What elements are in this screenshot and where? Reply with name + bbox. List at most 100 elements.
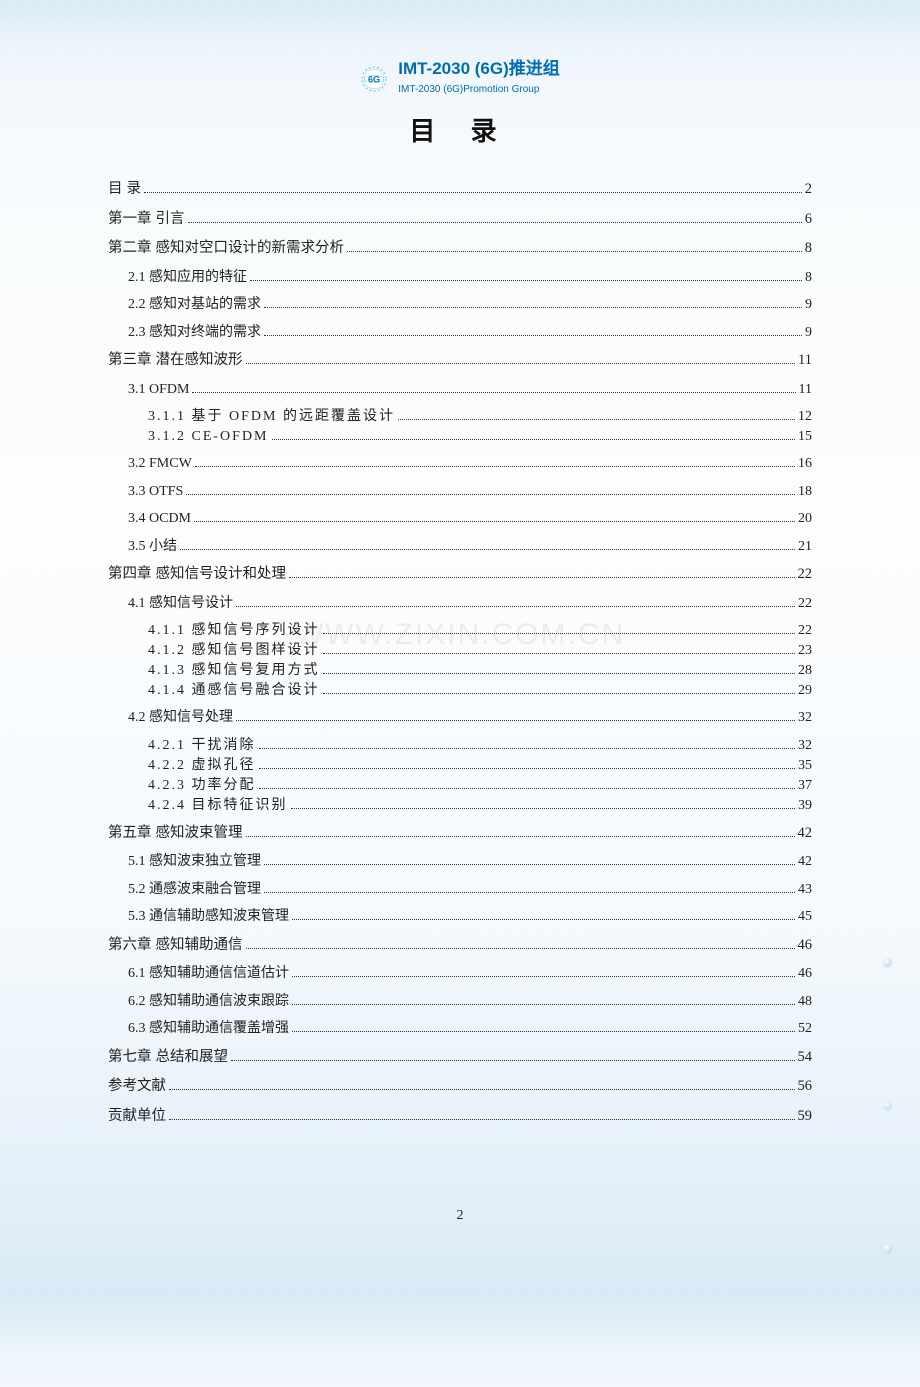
toc-label: 第四章 感知信号设计和处理	[108, 567, 286, 582]
toc-page: 42	[798, 855, 812, 869]
toc-label: 第五章 感知波束管理	[108, 826, 243, 841]
toc-label: 4.2.4 目标特征识别	[148, 799, 288, 813]
toc-leader-dots	[236, 606, 795, 607]
toc-label: 2.3 感知对终端的需求	[128, 326, 261, 340]
toc-page: 21	[798, 540, 812, 554]
toc-label: 4.2 感知信号处理	[128, 711, 233, 725]
toc-entry[interactable]: 3.3 OTFS 18	[128, 485, 812, 499]
toc-leader-dots	[169, 1089, 795, 1090]
toc-page: 28	[798, 664, 812, 678]
toc-leader-dots	[323, 693, 796, 694]
page-number: 2	[0, 1208, 920, 1224]
toc-entry[interactable]: 第七章 总结和展望54	[108, 1050, 812, 1065]
toc-page: 20	[798, 512, 812, 526]
toc-entry[interactable]: 参考文献56	[108, 1079, 812, 1094]
toc-leader-dots	[398, 419, 795, 420]
toc-page: 22	[798, 567, 813, 582]
toc-entry[interactable]: 3.4 OCDM 20	[128, 512, 812, 526]
toc-entry[interactable]: 2.3 感知对终端的需求9	[128, 326, 812, 340]
toc-entry[interactable]: 第三章 潜在感知波形 11	[108, 353, 812, 368]
toc-label: 6.3 感知辅助通信覆盖增强	[128, 1022, 289, 1036]
toc-page: 16	[798, 457, 812, 471]
toc-page: 8	[805, 241, 812, 256]
toc-leader-dots	[323, 653, 796, 654]
toc-entry[interactable]: 第四章 感知信号设计和处理 22	[108, 567, 812, 582]
toc-leader-dots	[246, 836, 795, 837]
toc-entry[interactable]: 3.1.1 基于 OFDM 的远距覆盖设计12	[148, 410, 812, 424]
toc-entry[interactable]: 4.2.1 干扰消除32	[148, 739, 812, 753]
toc-entry[interactable]: 目 录2	[108, 182, 812, 197]
toc-entry[interactable]: 6.3 感知辅助通信覆盖增强52	[128, 1022, 812, 1036]
toc-label: 3.3 OTFS	[128, 485, 183, 499]
toc-label: 3.4 OCDM	[128, 512, 191, 526]
toc-entry[interactable]: 6.2 感知辅助通信波束跟踪48	[128, 995, 812, 1009]
toc-page: 15	[798, 430, 812, 444]
toc-entry[interactable]: 4.1.4 通感信号融合设计29	[148, 684, 812, 698]
toc-page: 2	[805, 182, 812, 197]
svg-text:6G: 6G	[368, 74, 380, 84]
toc-page: 22	[798, 597, 812, 611]
toc-entry[interactable]: 第二章 感知对空口设计的新需求分析8	[108, 241, 812, 256]
toc-entry[interactable]: 第五章 感知波束管理42	[108, 826, 812, 841]
toc-leader-dots	[292, 919, 795, 920]
toc-label: 3.5 小结	[128, 540, 177, 554]
toc-leader-dots	[169, 1119, 795, 1120]
toc-label: 第一章 引言	[108, 212, 185, 227]
toc-entry[interactable]: 4.1 感知信号设计22	[128, 597, 812, 611]
toc-label: 4.2.1 干扰消除	[148, 739, 256, 753]
toc-entry[interactable]: 5.2 通感波束融合管理43	[128, 883, 812, 897]
toc-leader-dots	[194, 521, 795, 522]
toc-entry[interactable]: 5.3 通信辅助感知波束管理 45	[128, 910, 812, 924]
toc-page: 43	[798, 883, 812, 897]
toc-entry[interactable]: 第一章 引言6	[108, 212, 812, 227]
toc-leader-dots	[246, 948, 795, 949]
toc-leader-dots	[289, 577, 794, 578]
toc-entry[interactable]: 4.1.2 感知信号图样设计 23	[148, 644, 812, 658]
toc-leader-dots	[259, 788, 796, 789]
toc-entry[interactable]: 6.1 感知辅助通信信道估计46	[128, 967, 812, 981]
toc-leader-dots	[292, 1004, 795, 1005]
toc-page: 11	[798, 353, 812, 368]
toc-entry[interactable]: 2.1 感知应用的特征8	[128, 271, 812, 285]
toc-entry[interactable]: 5.1 感知波束独立管理42	[128, 855, 812, 869]
toc-leader-dots	[264, 864, 795, 865]
toc-page: 18	[798, 485, 812, 499]
toc-entry[interactable]: 3.2 FMCW 16	[128, 457, 812, 471]
toc-entry[interactable]: 4.1.1 感知信号序列设计22	[148, 624, 812, 638]
toc-page: 29	[798, 684, 812, 698]
toc-label: 4.2.3 功率分配	[148, 779, 256, 793]
toc-leader-dots	[264, 892, 795, 893]
toc-page: 46	[798, 967, 812, 981]
toc-entry[interactable]: 贡献单位59	[108, 1109, 812, 1124]
toc-page: 45	[798, 910, 812, 924]
toc-entry[interactable]: 3.1 OFDM11	[128, 383, 812, 397]
toc-entry[interactable]: 2.2 感知对基站的需求9	[128, 298, 812, 312]
toc-label: 4.1.2 感知信号图样设计	[148, 644, 320, 658]
toc-label: 第三章 潜在感知波形	[108, 353, 243, 368]
toc-entry[interactable]: 4.2.4 目标特征识别39	[148, 799, 812, 813]
toc-label: 4.1.1 感知信号序列设计	[148, 624, 320, 638]
toc-entry[interactable]: 4.2.3 功率分配37	[148, 779, 812, 793]
toc-leader-dots	[180, 549, 795, 550]
toc-page: 23	[798, 644, 812, 658]
toc-label: 参考文献	[108, 1079, 166, 1094]
toc-label: 3.2 FMCW	[128, 457, 192, 471]
toc-entry[interactable]: 4.2.2 虚拟孔径35	[148, 759, 812, 773]
toc-label: 6.2 感知辅助通信波束跟踪	[128, 995, 289, 1009]
toc-label: 贡献单位	[108, 1109, 166, 1124]
toc-page: 32	[798, 711, 812, 725]
toc-leader-dots	[236, 720, 795, 721]
toc-leader-dots	[250, 280, 802, 281]
toc-entry[interactable]: 4.2 感知信号处理 32	[128, 711, 812, 725]
toc-label: 3.1 OFDM	[128, 383, 189, 397]
toc-entry[interactable]: 第六章 感知辅助通信46	[108, 938, 812, 953]
toc-label: 5.3 通信辅助感知波束管理	[128, 910, 289, 924]
toc-leader-dots	[259, 768, 796, 769]
toc-label: 3.1.2 CE-OFDM	[148, 430, 269, 444]
toc-label: 4.1.3 感知信号复用方式	[148, 664, 320, 678]
toc-label: 2.1 感知应用的特征	[128, 271, 247, 285]
toc-entry[interactable]: 3.1.2 CE-OFDM 15	[148, 430, 812, 444]
toc-entry[interactable]: 4.1.3 感知信号复用方式 28	[148, 664, 812, 678]
toc-entry[interactable]: 3.5 小结 21	[128, 540, 812, 554]
toc-leader-dots	[272, 439, 795, 440]
